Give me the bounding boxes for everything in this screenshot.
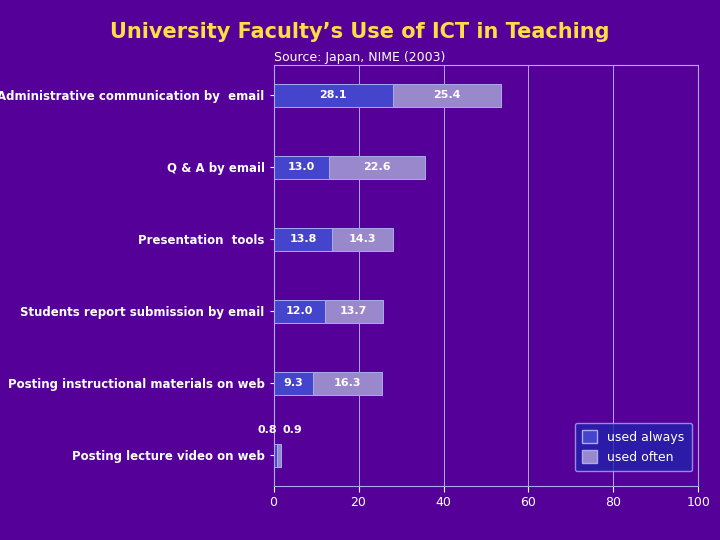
Bar (274, 84, 393, 107)
Text: 28.1: 28.1 (320, 91, 347, 100)
Text: 0.9: 0.9 (282, 424, 302, 435)
Bar (274, 228, 332, 251)
Legend: used always, used often: used always, used often (575, 423, 692, 471)
Text: 13.0: 13.0 (287, 163, 315, 172)
Text: University Faculty’s Use of ICT in Teaching: University Faculty’s Use of ICT in Teach… (110, 22, 610, 42)
Bar (277, 444, 281, 467)
Bar (274, 444, 277, 467)
Bar (274, 300, 325, 323)
Text: 12.0: 12.0 (285, 306, 312, 316)
Bar (332, 228, 393, 251)
Text: 25.4: 25.4 (433, 91, 461, 100)
Text: Source: Japan, NIME (2003): Source: Japan, NIME (2003) (274, 51, 446, 64)
Bar (274, 372, 313, 395)
Bar (274, 156, 329, 179)
Bar (329, 156, 425, 179)
Bar (393, 84, 501, 107)
Text: 13.7: 13.7 (340, 306, 367, 316)
Text: 16.3: 16.3 (334, 379, 361, 388)
Bar (325, 300, 383, 323)
Text: 14.3: 14.3 (349, 234, 377, 245)
Text: 13.8: 13.8 (289, 234, 317, 245)
Text: 22.6: 22.6 (363, 163, 391, 172)
Text: 0.8: 0.8 (257, 424, 277, 435)
Bar (313, 372, 382, 395)
Text: 9.3: 9.3 (284, 379, 303, 388)
